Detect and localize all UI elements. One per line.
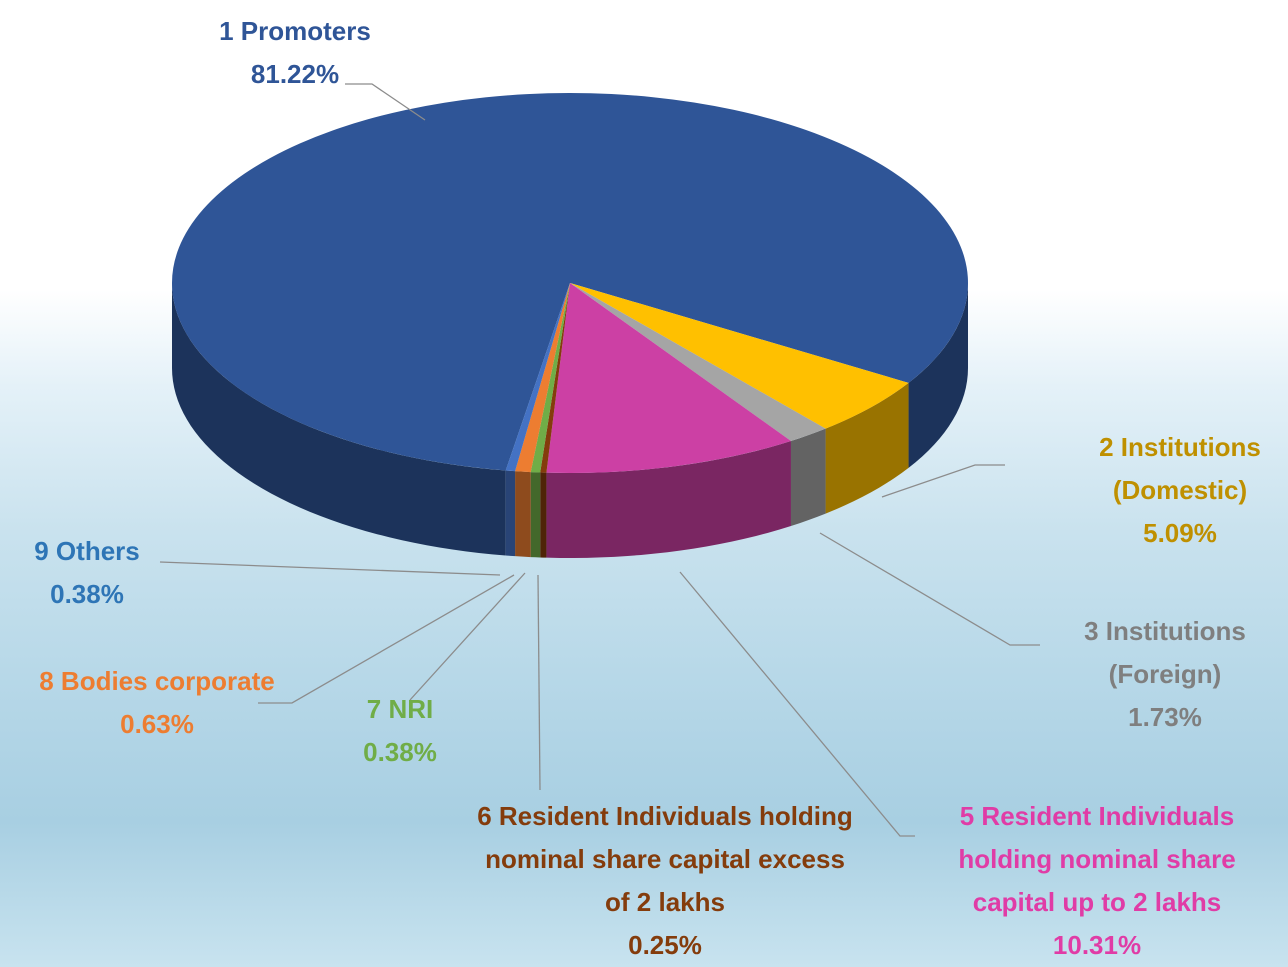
pie-slice [540,283,570,473]
pie-slice [505,283,570,472]
leader-line [409,572,526,701]
pie-side [790,428,826,527]
leader-line [537,574,541,791]
data-label: 3 Institutions (Foreign) 1.73% [1055,610,1275,739]
pie-side [172,283,506,556]
pie-slice [530,283,570,473]
leader-line [819,532,1040,646]
label-value: 1.73% [1128,702,1202,732]
label-name: 6 Resident Individuals holding nominal s… [477,801,853,917]
pie-side [825,382,909,514]
leader-line [881,464,1005,498]
pie-slice [172,93,968,471]
label-value: 10.31% [1052,930,1142,960]
data-label: 5 Resident Individuals holding nominal s… [917,795,1277,967]
leader-line [258,574,515,704]
data-label: 1 Promoters 81.22% [135,10,455,96]
label-name: 8 Bodies corporate [39,666,275,696]
pie-slice [570,283,909,429]
label-value: 81.22% [250,59,340,89]
pie-side [530,472,541,558]
pie-slice [515,283,570,473]
pie-slice [570,283,826,442]
data-label: 8 Bodies corporate 0.63% [2,660,312,746]
label-name: 3 Institutions (Foreign) [1084,616,1246,689]
label-name: 1 Promoters [219,16,371,46]
label-value: 5.09% [1143,518,1217,548]
pie-slice [546,283,791,473]
pie-side [505,470,516,557]
label-value: 0.63% [120,709,194,739]
label-value: 0.38% [363,737,437,767]
label-value: 0.25% [628,930,702,960]
data-label: 6 Resident Individuals holding nominal s… [475,795,855,967]
leader-line [159,561,501,576]
leader-line [679,571,915,837]
label-name: 7 NRI [366,694,434,724]
data-label: 2 Institutions (Domestic) 5.09% [1070,426,1288,555]
pie-side [546,441,791,558]
pie-side [908,283,968,468]
label-name: 5 Resident Individuals holding nominal s… [958,801,1236,917]
data-label: 7 NRI 0.38% [340,688,460,774]
leader-line [345,83,426,121]
label-value: 0.38% [50,579,124,609]
label-name: 9 Others [34,536,140,566]
data-label: 9 Others 0.38% [7,530,167,616]
pie-side [515,471,531,558]
label-name: 2 Institutions (Domestic) [1099,432,1261,505]
pie-side [540,472,547,558]
